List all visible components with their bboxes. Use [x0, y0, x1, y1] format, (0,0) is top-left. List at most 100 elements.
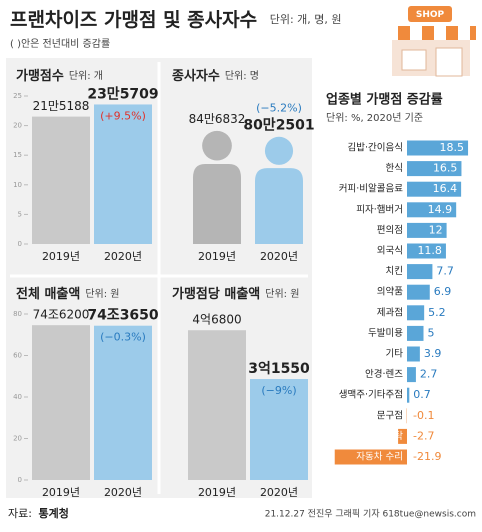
- bar: [398, 428, 407, 444]
- value-label: 74조6200: [33, 308, 90, 322]
- value-label: 6.9: [434, 285, 452, 298]
- chart-title: 업종별 가맹점 증감률: [326, 92, 443, 108]
- bar: [32, 325, 90, 480]
- title-text: 프랜차이즈 가맹점 및 종사자수: [10, 9, 257, 31]
- chart-unit: 단위: 명: [225, 69, 259, 82]
- category-label: 외국식: [377, 245, 403, 257]
- bar: [334, 449, 407, 465]
- value-label: 80만2501: [243, 118, 314, 134]
- category-label: 커피·비알콜음료: [339, 184, 403, 195]
- bar: [32, 116, 90, 244]
- chart-title-text: 가맹점수: [16, 68, 64, 84]
- source-text: 통계청: [38, 506, 68, 520]
- value-label: 18.5: [440, 141, 465, 154]
- value-label: 4억6800: [192, 313, 241, 327]
- x-tick-label: 2019년: [198, 486, 236, 499]
- title: 프랜차이즈 가맹점 및 종사자수 단위: 개, 명, 원: [10, 9, 342, 31]
- chart-unit: 단위: 원: [85, 287, 119, 300]
- y-tick-label: 80: [13, 310, 22, 318]
- figure-head: [202, 130, 232, 161]
- x-tick-label: 2019년: [42, 250, 80, 263]
- category-label: 피자·햄버거: [356, 203, 403, 215]
- category-label: 자동차 수리: [356, 451, 403, 463]
- x-tick-label: 2020년: [260, 250, 298, 263]
- category-label: 문구점: [377, 409, 403, 421]
- bar: [407, 264, 433, 280]
- value-label: 5.2: [428, 306, 446, 319]
- value-label: 3.9: [424, 347, 442, 360]
- y-tick-label: 20: [13, 122, 22, 130]
- change-label: (−5.2%): [256, 102, 302, 115]
- bar: [407, 325, 424, 341]
- category-label: 한식: [386, 163, 403, 174]
- x-tick-label: 2020년: [260, 486, 298, 499]
- change-label: (−0.3%): [100, 331, 146, 344]
- value-label: 16.5: [433, 162, 458, 175]
- category-label: 치킨: [386, 265, 403, 277]
- category-label: 의약품: [377, 286, 403, 298]
- bar: [407, 181, 462, 197]
- value-label: 23만5709: [87, 86, 158, 102]
- value-label: 0.7: [413, 388, 431, 401]
- shop-icon: SHOP: [386, 6, 476, 77]
- value-label: 12: [429, 223, 443, 236]
- figure: [193, 163, 241, 244]
- value-label: 74조3650: [87, 308, 159, 324]
- y-tick-label: 25: [13, 92, 22, 100]
- chart-unit: 단위: 원: [265, 287, 299, 300]
- bar: [407, 243, 446, 259]
- y-tick-label: 40: [13, 393, 22, 401]
- category-label: 제과점: [377, 306, 403, 318]
- shop-sign: SHOP: [416, 10, 445, 20]
- y-tick-label: 0: [18, 476, 22, 484]
- bar: [407, 202, 457, 218]
- value-label: 3억1550: [248, 361, 310, 377]
- chart-unit: 단위: %, 2020년 기준: [326, 111, 423, 124]
- value-label: 7.7: [436, 265, 454, 278]
- bar: [407, 387, 410, 403]
- value-label: 5: [428, 326, 435, 339]
- category-label: 생맥주·기타주점: [339, 389, 403, 401]
- chart-title: 종사자수 단위: 명: [172, 68, 259, 84]
- y-tick-label: 60: [13, 352, 22, 360]
- change-label: (+9.5%): [100, 109, 146, 122]
- figure: [255, 168, 303, 244]
- chart-title: 가맹점수 단위: 개: [16, 68, 103, 84]
- x-tick-label: 2020년: [104, 250, 142, 263]
- y-tick-label: 5: [18, 210, 22, 218]
- value-label: 11.8: [417, 244, 442, 257]
- category-label: 가정용 세탁: [356, 430, 403, 442]
- chart-title-text: 가맹점당 매출액: [172, 286, 260, 302]
- x-tick-label: 2020년: [104, 486, 142, 499]
- chart-title: 전체 매출액 단위: 원: [16, 286, 119, 302]
- figure-head: [264, 136, 294, 165]
- bar: [407, 346, 420, 362]
- value-label: -21.9: [413, 450, 441, 463]
- bar: [188, 330, 246, 480]
- category-label: 기타: [386, 349, 404, 360]
- chart-unit: 단위: 개: [69, 69, 103, 82]
- bar: [407, 161, 462, 177]
- note: ( )안은 전년대비 증감률: [10, 38, 110, 50]
- change-label: (−9%): [261, 384, 296, 397]
- bar: [407, 222, 447, 238]
- chart-title-text: 종사자수: [172, 68, 220, 84]
- y-tick-label: 20: [13, 435, 22, 443]
- value-label: 14.9: [428, 203, 453, 216]
- unit: 단위: 개, 명, 원: [270, 13, 342, 26]
- bar: [250, 379, 308, 480]
- value-label: 84만6832: [189, 112, 246, 126]
- y-tick-label: 0: [18, 240, 22, 248]
- x-tick-label: 2019년: [198, 250, 236, 263]
- source-label: 자료:: [8, 507, 32, 520]
- category-label: 안경·렌즈: [365, 368, 403, 380]
- bar: [407, 140, 469, 156]
- x-tick-label: 2019년: [42, 486, 80, 499]
- chart-title: 가맹점당 매출액 단위: 원: [172, 286, 299, 302]
- bar: [94, 104, 152, 245]
- chart-title-text: 전체 매출액: [16, 286, 80, 302]
- y-tick-label: 10: [13, 181, 22, 189]
- category-label: 김밥·간이음식: [348, 142, 403, 154]
- y-tick-label: 15: [13, 151, 22, 159]
